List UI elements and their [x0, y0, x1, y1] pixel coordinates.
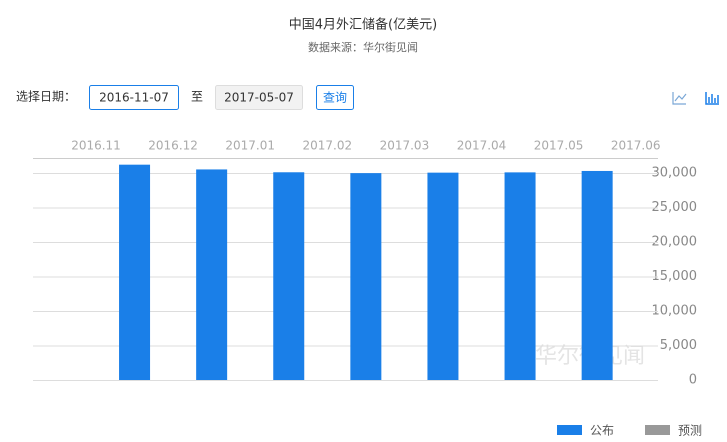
y-tick-label: 5,000	[660, 338, 697, 353]
line-icon[interactable]	[672, 92, 687, 105]
bar	[427, 172, 459, 380]
start-date-input[interactable]	[89, 85, 179, 110]
bar	[273, 172, 305, 380]
bar-icon[interactable]	[705, 92, 719, 105]
y-tick-label: 25,000	[652, 200, 698, 215]
x-tick-label: 2016.11	[71, 139, 121, 153]
bar	[350, 173, 382, 380]
x-tick-label: 2017.06	[611, 139, 661, 153]
bar	[504, 172, 536, 380]
x-tick-label: 2017.02	[302, 139, 352, 153]
x-tick-label: 2017.04	[457, 139, 507, 153]
bar	[581, 170, 613, 380]
date-label: 选择日期：	[16, 90, 76, 104]
query-label: 查询	[323, 91, 347, 105]
chart-subtitle: 数据来源：华尔街见闻	[308, 40, 418, 54]
chart-title: 中国4月外汇储备(亿美元)	[289, 17, 437, 33]
y-tick-label: 0	[689, 373, 697, 388]
legend-swatch	[645, 425, 670, 435]
bar	[119, 164, 151, 380]
x-tick-label: 2016.12	[148, 139, 198, 153]
x-tick-label: 2017.05	[534, 139, 584, 153]
y-tick-label: 15,000	[652, 269, 698, 284]
start-date: 2016-11-07	[99, 91, 169, 105]
query-button[interactable]	[316, 85, 354, 110]
y-tick-label: 10,000	[652, 304, 698, 319]
x-tick-label: 2017.01	[225, 139, 275, 153]
to-label: 至	[191, 90, 203, 104]
y-tick-label: 20,000	[652, 235, 698, 250]
y-tick-label: 30,000	[652, 166, 698, 181]
end-date: 2017-05-07	[224, 91, 294, 105]
x-tick-label: 2017.03	[380, 139, 430, 153]
legend-label: 公布	[590, 424, 614, 438]
legend-swatch	[557, 425, 582, 435]
bar	[196, 169, 228, 380]
end-date-input[interactable]	[215, 85, 303, 110]
legend-label: 预测	[678, 424, 702, 438]
